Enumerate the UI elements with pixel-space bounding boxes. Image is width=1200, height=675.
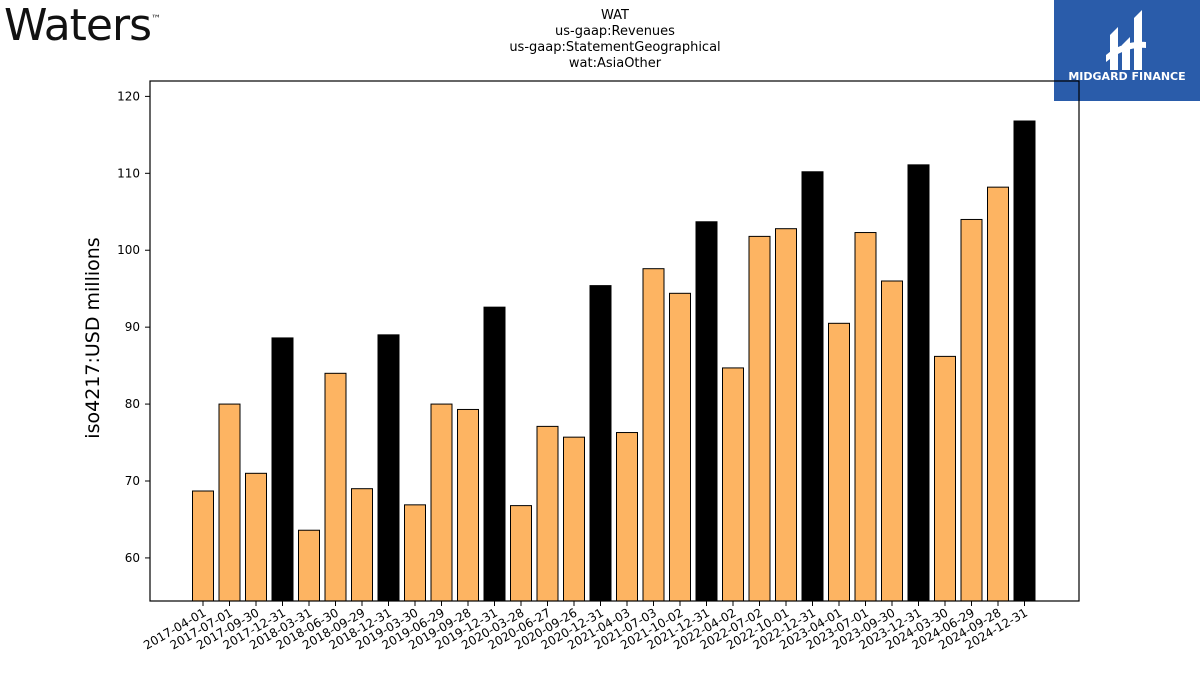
bar <box>218 403 241 602</box>
bar <box>351 488 373 602</box>
bar <box>907 164 930 602</box>
bar <box>377 334 400 602</box>
bar <box>271 337 294 602</box>
bar <box>1013 120 1036 602</box>
title-line-2: us-gaap:Revenues <box>555 24 675 39</box>
bar <box>881 280 903 602</box>
bar <box>483 306 506 602</box>
trademark-mark: ™ <box>151 14 161 25</box>
bar <box>298 529 320 602</box>
bar <box>430 403 453 602</box>
y-tick-label: 120 <box>117 89 140 103</box>
bar <box>192 490 214 602</box>
brand-text: MIDGARD FINANCE <box>1068 70 1186 83</box>
y-tick-label: 60 <box>125 551 140 565</box>
chart-title: WAT us-gaap:Revenues us-gaap:StatementGe… <box>415 8 815 72</box>
bar <box>775 228 797 602</box>
bar <box>457 408 479 602</box>
company-logo: Waters™ <box>4 0 161 51</box>
y-tick-label: 100 <box>117 243 140 257</box>
brand-logo: MIDGARD FINANCE <box>1054 0 1200 101</box>
bar <box>828 322 850 602</box>
bar <box>563 436 585 602</box>
bar <box>245 472 267 602</box>
bar <box>510 505 532 602</box>
bar <box>695 221 718 602</box>
y-tick-label: 110 <box>117 166 140 180</box>
title-line-1: WAT <box>601 8 629 23</box>
plot-frame <box>149 80 1080 602</box>
bar <box>642 268 665 602</box>
bar <box>589 285 612 602</box>
bar <box>748 235 771 602</box>
y-tick-label: 70 <box>125 474 140 488</box>
bar <box>324 372 347 602</box>
bar <box>722 367 744 602</box>
bar <box>934 355 956 602</box>
company-logo-text: Waters <box>4 0 152 51</box>
bar <box>404 504 426 602</box>
title-line-3: us-gaap:StatementGeographical <box>509 40 721 55</box>
title-line-4: wat:AsiaOther <box>568 56 662 71</box>
y-tick-label: 80 <box>125 397 140 411</box>
bar <box>987 186 1009 602</box>
y-tick-label: 90 <box>125 320 140 334</box>
brand-mark-icon <box>1106 10 1146 70</box>
bar <box>616 432 638 602</box>
bar <box>536 425 559 602</box>
bar <box>854 232 877 602</box>
bar <box>801 171 824 602</box>
bar <box>669 292 691 602</box>
bar <box>960 218 983 602</box>
